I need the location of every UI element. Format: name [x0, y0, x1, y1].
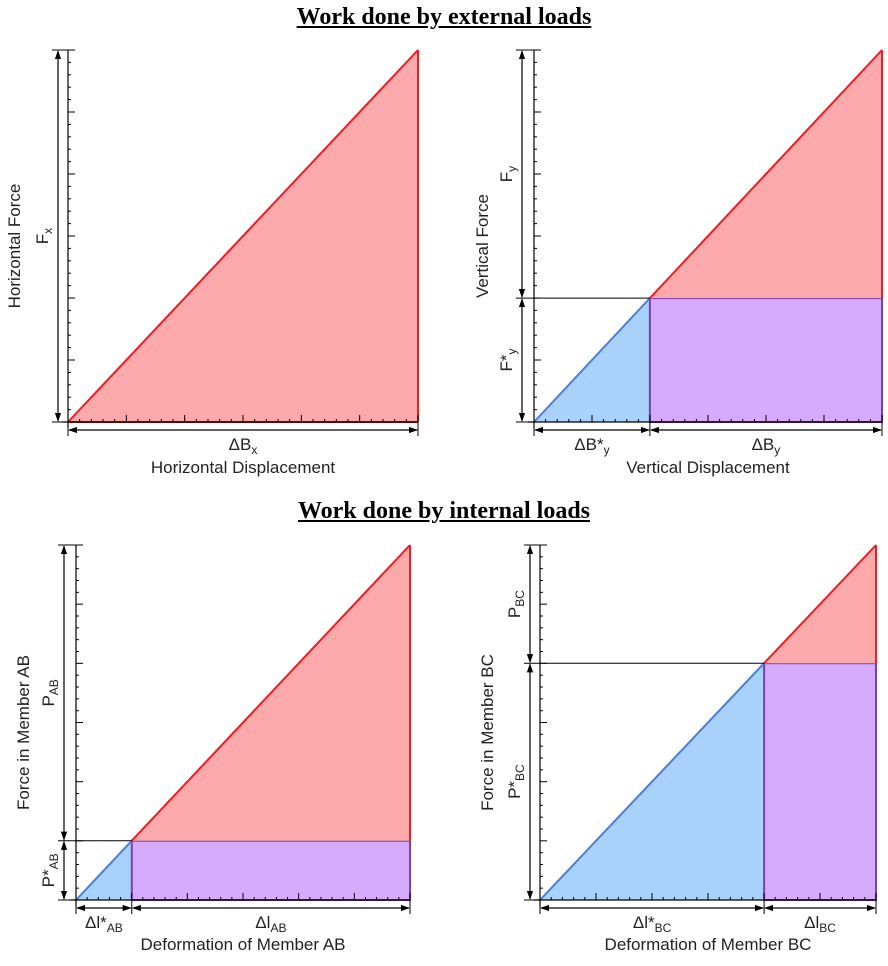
x-dimension-label-subscript: AB — [107, 921, 123, 935]
extension-lines — [58, 544, 411, 914]
x-dimension-label: ΔBx — [229, 435, 258, 457]
y-axis-title: Force in Member AB — [14, 655, 33, 810]
x-dimension-label-subscript: y — [604, 443, 610, 457]
y-axis-ticks — [76, 544, 83, 901]
initial-load-line — [533, 297, 651, 423]
x-dimension-label-subscript: y — [774, 443, 780, 457]
final-load-line — [763, 544, 877, 664]
x-axis-title: Deformation of Member AB — [140, 935, 345, 954]
y-dimension-label: F*y — [497, 349, 519, 372]
initial-load-line — [75, 840, 133, 901]
y-dimension-label: Fy — [497, 166, 519, 182]
x-dimension-label-main: Δl* — [85, 913, 107, 932]
y-axis-title: Force in Member BC — [478, 654, 497, 811]
x-dimension-label-subscript: BC — [819, 921, 836, 935]
x-dimension-label: ΔB*y — [574, 435, 609, 457]
x-dimension-label-main: ΔB — [229, 435, 252, 454]
x-dimension-label: Δl*AB — [85, 913, 123, 935]
cross-work-rectangle — [648, 297, 883, 423]
x-dimension-label: Δl*BC — [633, 913, 672, 935]
y-dimension-label-subscript: y — [505, 166, 519, 172]
y-dimension-label: P*AB — [39, 853, 61, 887]
cross-work-rectangle — [763, 662, 877, 902]
y-dimension-label-main: P — [505, 607, 524, 618]
extension-lines — [516, 49, 883, 436]
x-axis-title: Horizontal Displacement — [151, 458, 336, 477]
x-axis-title: Vertical Displacement — [626, 458, 790, 477]
internal-loads-heading: Work done by internal loads — [297, 498, 591, 524]
y-axis-title: Vertical Force — [473, 194, 492, 298]
y-dimension-label-subscript: AB — [47, 679, 61, 695]
y-axis-ticks — [534, 49, 541, 423]
y-dimension-label-subscript: y — [505, 349, 519, 355]
x-dimension-label-main: Δl — [255, 913, 270, 932]
final-load-line — [649, 49, 883, 299]
cross-work-rectangle — [130, 839, 411, 902]
y-dimension-label: P*BC — [505, 764, 527, 799]
final-load-line — [67, 49, 419, 423]
y-axis-title: Horizontal Force — [5, 184, 24, 309]
y-dimension-label-main: F* — [497, 354, 516, 371]
x-dimension-label-main: Δl* — [633, 913, 655, 932]
y-axis-ticks — [68, 49, 75, 423]
y-dimension-label-main: P* — [39, 869, 58, 887]
initial-load-line — [539, 662, 765, 901]
x-axis-title: Deformation of Member BC — [605, 935, 812, 954]
y-dimension-label: Fx — [33, 228, 55, 244]
y-dimension-label: PBC — [505, 590, 527, 618]
x-dimension-label-main: ΔB* — [574, 435, 604, 454]
external-loads-heading: Work done by external loads — [296, 4, 592, 30]
x-dimension-label: ΔlBC — [804, 913, 836, 935]
y-axis-ticks — [540, 544, 547, 901]
x-axis-ticks — [533, 415, 883, 422]
y-dimension-label-main: P — [39, 695, 58, 706]
x-axis-ticks — [75, 893, 411, 900]
y-dimension-label-main: P* — [505, 781, 524, 799]
extension-lines — [524, 544, 877, 914]
x-dimension-label-subscript: BC — [655, 921, 672, 935]
x-axis-ticks — [539, 893, 877, 900]
y-dimension-label-main: F — [33, 234, 52, 244]
y-dimension-label-subscript: x — [41, 228, 55, 234]
final-load-line — [131, 544, 411, 842]
x-dimension-label: ΔlAB — [255, 913, 286, 935]
y-dimension-label-subscript: AB — [47, 853, 61, 869]
x-dimension-label-main: ΔB — [752, 435, 775, 454]
extension-lines — [52, 49, 419, 436]
x-dimension-label-subscript: x — [251, 443, 257, 457]
y-dimension-label-subscript: BC — [513, 764, 527, 781]
y-dimension-label-main: F — [497, 172, 516, 182]
y-dimension-label-subscript: BC — [513, 590, 527, 607]
x-axis-ticks — [67, 415, 419, 422]
y-dimension-label: PAB — [39, 679, 61, 706]
x-dimension-label-main: Δl — [804, 913, 819, 932]
x-dimension-label-subscript: AB — [270, 921, 286, 935]
x-dimension-label: ΔBy — [752, 435, 781, 457]
